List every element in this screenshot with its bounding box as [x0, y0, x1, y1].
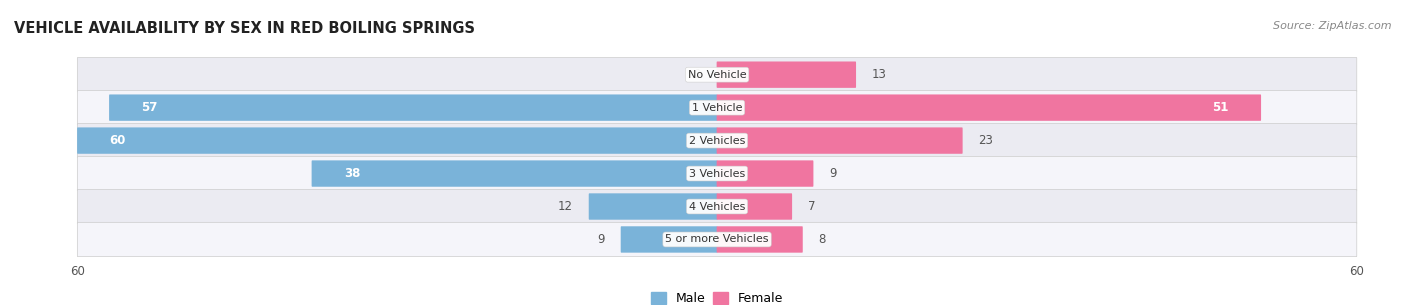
- FancyBboxPatch shape: [312, 160, 717, 187]
- FancyBboxPatch shape: [77, 91, 1357, 125]
- Text: 1 Vehicle: 1 Vehicle: [692, 103, 742, 113]
- FancyBboxPatch shape: [717, 160, 814, 187]
- Text: 2 Vehicles: 2 Vehicles: [689, 136, 745, 145]
- Text: 0: 0: [693, 68, 702, 81]
- Text: 8: 8: [818, 233, 825, 246]
- Text: 51: 51: [1212, 101, 1229, 114]
- Text: 5 or more Vehicles: 5 or more Vehicles: [665, 235, 769, 245]
- Text: 12: 12: [558, 200, 574, 213]
- FancyBboxPatch shape: [717, 62, 856, 88]
- FancyBboxPatch shape: [717, 226, 803, 253]
- FancyBboxPatch shape: [717, 127, 963, 154]
- Text: VEHICLE AVAILABILITY BY SEX IN RED BOILING SPRINGS: VEHICLE AVAILABILITY BY SEX IN RED BOILI…: [14, 21, 475, 36]
- Text: 9: 9: [598, 233, 605, 246]
- Text: 13: 13: [872, 68, 886, 81]
- Legend: Male, Female: Male, Female: [645, 287, 789, 305]
- FancyBboxPatch shape: [77, 156, 1357, 191]
- Text: 7: 7: [807, 200, 815, 213]
- Text: 57: 57: [142, 101, 157, 114]
- FancyBboxPatch shape: [77, 124, 1357, 158]
- FancyBboxPatch shape: [77, 189, 1357, 224]
- Text: 23: 23: [979, 134, 993, 147]
- FancyBboxPatch shape: [77, 222, 1357, 257]
- FancyBboxPatch shape: [77, 58, 1357, 92]
- FancyBboxPatch shape: [620, 226, 717, 253]
- Text: Source: ZipAtlas.com: Source: ZipAtlas.com: [1274, 21, 1392, 31]
- Text: 4 Vehicles: 4 Vehicles: [689, 202, 745, 211]
- Text: 60: 60: [110, 134, 127, 147]
- FancyBboxPatch shape: [717, 193, 792, 220]
- FancyBboxPatch shape: [110, 95, 717, 121]
- Text: 3 Vehicles: 3 Vehicles: [689, 169, 745, 178]
- FancyBboxPatch shape: [77, 127, 717, 154]
- Text: 9: 9: [830, 167, 837, 180]
- Text: 38: 38: [344, 167, 360, 180]
- FancyBboxPatch shape: [717, 95, 1261, 121]
- FancyBboxPatch shape: [589, 193, 717, 220]
- Text: No Vehicle: No Vehicle: [688, 70, 747, 80]
